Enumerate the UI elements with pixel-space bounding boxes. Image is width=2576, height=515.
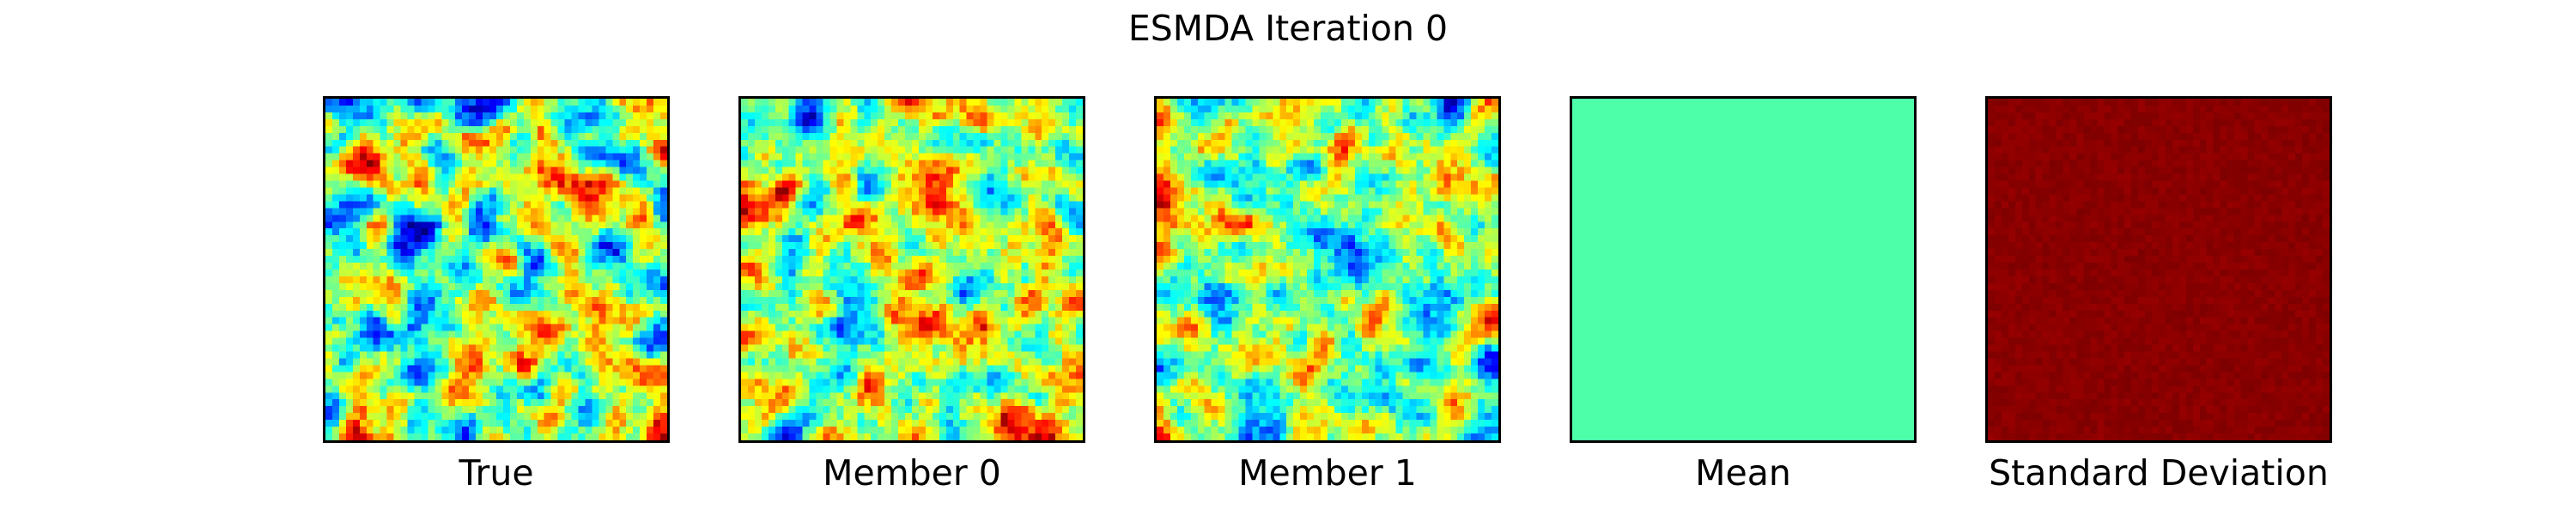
panel-label-standard-deviation: Standard Deviation xyxy=(1989,452,2329,494)
heatmap-true xyxy=(323,96,670,443)
heatmap-standard-deviation-canvas xyxy=(1988,99,2330,440)
panel-label-member-1: Member 1 xyxy=(1238,452,1417,494)
panel-label-true: True xyxy=(459,452,534,494)
heatmap-member-1 xyxy=(1154,96,1501,443)
heatmap-member-1-canvas xyxy=(1157,99,1498,440)
heatmap-standard-deviation xyxy=(1985,96,2332,443)
heatmap-mean xyxy=(1570,96,1917,443)
heatmap-mean-canvas xyxy=(1572,99,1914,440)
heatmap-member-0 xyxy=(738,96,1085,443)
heatmap-true-canvas xyxy=(325,99,667,440)
figure-title: ESMDA Iteration 0 xyxy=(1127,8,1449,49)
heatmap-member-0-canvas xyxy=(741,99,1083,440)
panel-label-member-0: Member 0 xyxy=(823,452,1001,494)
panel-label-mean: Mean xyxy=(1695,452,1791,494)
